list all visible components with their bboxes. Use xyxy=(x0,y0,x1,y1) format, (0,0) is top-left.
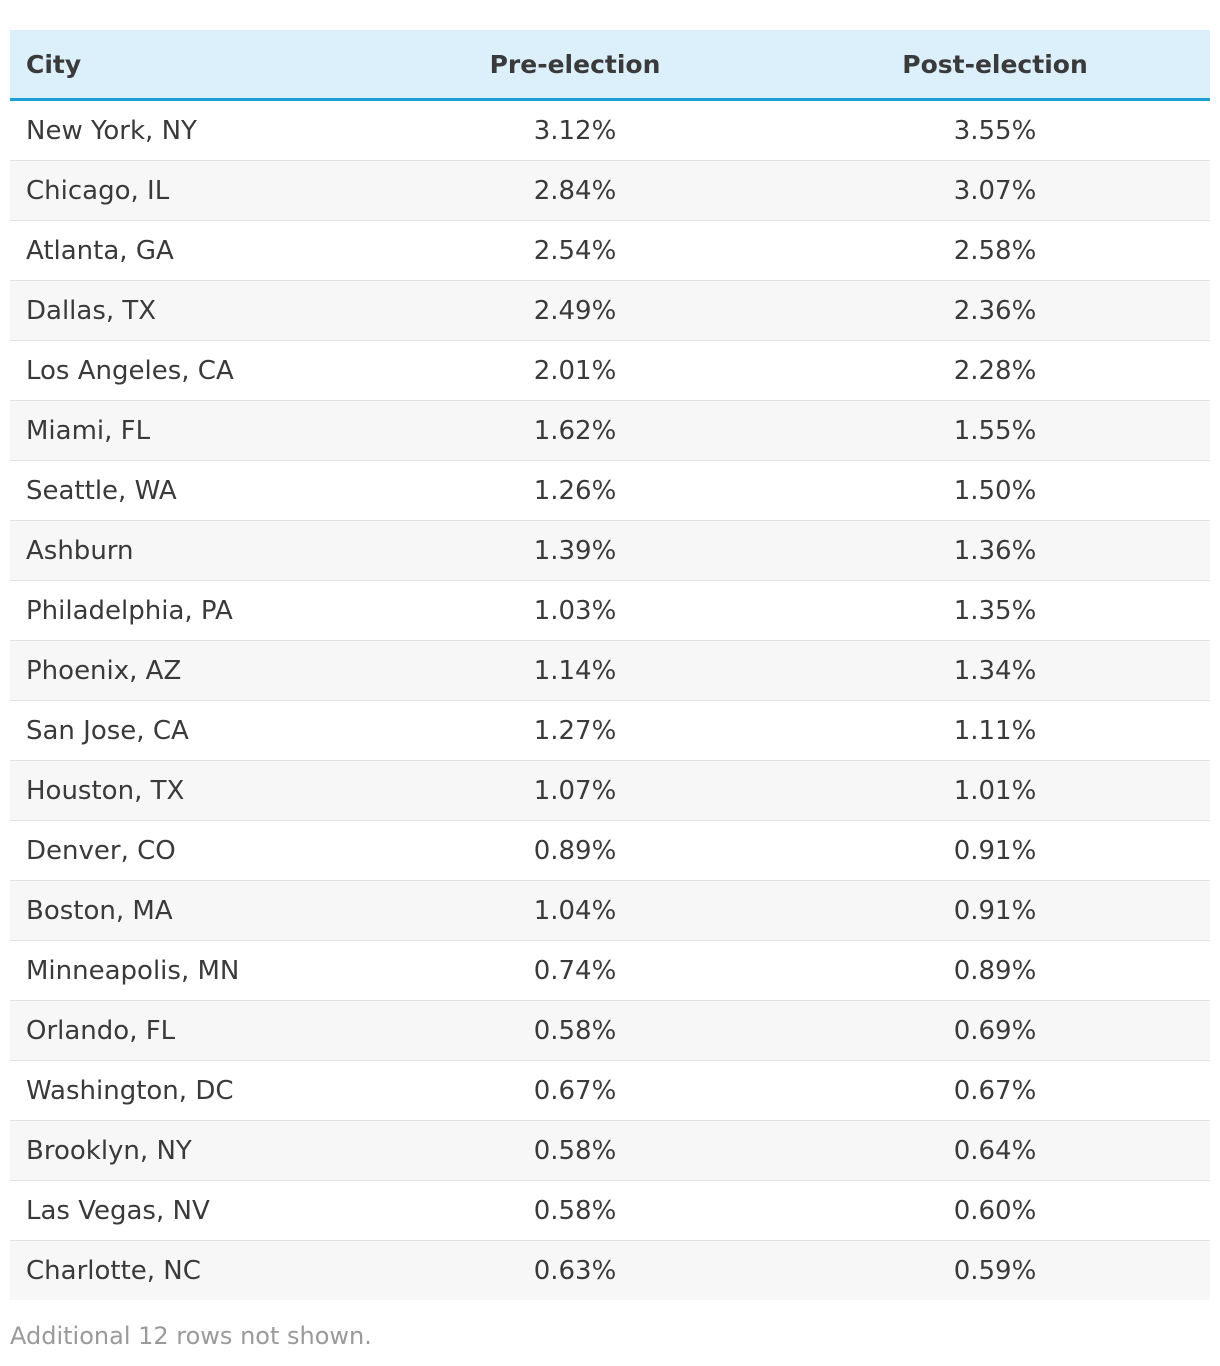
cell-post-election: 1.34% xyxy=(780,640,1210,701)
table-row: Las Vegas, NV 0.58% 0.60% xyxy=(10,1180,1210,1241)
footnote: Additional 12 rows not shown. xyxy=(10,1322,372,1350)
table-row: Seattle, WA 1.26% 1.50% xyxy=(10,460,1210,521)
cell-city: Orlando, FL xyxy=(10,1000,370,1061)
cell-pre-election: 2.49% xyxy=(370,280,780,341)
cell-post-election: 3.07% xyxy=(780,160,1210,221)
cell-pre-election: 0.74% xyxy=(370,940,780,1001)
cell-city: Phoenix, AZ xyxy=(10,640,370,701)
table-row: Miami, FL 1.62% 1.55% xyxy=(10,400,1210,461)
table-row: Phoenix, AZ 1.14% 1.34% xyxy=(10,640,1210,701)
cell-city: Boston, MA xyxy=(10,880,370,941)
cell-city: Brooklyn, NY xyxy=(10,1120,370,1181)
cell-pre-election: 0.67% xyxy=(370,1060,780,1121)
column-header-pre-election: Pre-election xyxy=(370,30,780,101)
cell-post-election: 0.59% xyxy=(780,1240,1210,1300)
cell-pre-election: 0.58% xyxy=(370,1180,780,1241)
table-row: Washington, DC 0.67% 0.67% xyxy=(10,1060,1210,1121)
table-row: Philadelphia, PA 1.03% 1.35% xyxy=(10,580,1210,641)
cell-pre-election: 3.12% xyxy=(370,99,780,161)
cell-post-election: 1.01% xyxy=(780,760,1210,821)
cell-city: Denver, CO xyxy=(10,820,370,881)
table-row: Denver, CO 0.89% 0.91% xyxy=(10,820,1210,881)
cell-post-election: 0.91% xyxy=(780,880,1210,941)
cell-city: Dallas, TX xyxy=(10,280,370,341)
table-row: Dallas, TX 2.49% 2.36% xyxy=(10,280,1210,341)
table-row: Brooklyn, NY 0.58% 0.64% xyxy=(10,1120,1210,1181)
cell-pre-election: 1.26% xyxy=(370,460,780,521)
cell-city: Charlotte, NC xyxy=(10,1240,370,1300)
cell-city: San Jose, CA xyxy=(10,700,370,761)
cell-pre-election: 0.89% xyxy=(370,820,780,881)
cell-city: Minneapolis, MN xyxy=(10,940,370,1001)
data-table-container: City Pre-election Post-election New York… xyxy=(10,30,1210,1300)
table-row: Minneapolis, MN 0.74% 0.89% xyxy=(10,940,1210,1001)
data-table: City Pre-election Post-election New York… xyxy=(10,30,1210,1300)
table-row: Houston, TX 1.07% 1.01% xyxy=(10,760,1210,821)
cell-pre-election: 1.62% xyxy=(370,400,780,461)
column-header-post-election: Post-election xyxy=(780,30,1210,101)
cell-city: New York, NY xyxy=(10,99,370,161)
cell-pre-election: 0.58% xyxy=(370,1000,780,1061)
cell-pre-election: 0.58% xyxy=(370,1120,780,1181)
cell-post-election: 1.55% xyxy=(780,400,1210,461)
table-body: New York, NY 3.12% 3.55% Chicago, IL 2.84% 3.… xyxy=(10,99,1210,1300)
cell-city: Chicago, IL xyxy=(10,160,370,221)
cell-post-election: 3.55% xyxy=(780,99,1210,161)
cell-post-election: 0.67% xyxy=(780,1060,1210,1121)
table-row: San Jose, CA 1.27% 1.11% xyxy=(10,700,1210,761)
table-row: Charlotte, NC 0.63% 0.59% xyxy=(10,1240,1210,1300)
cell-city: Seattle, WA xyxy=(10,460,370,521)
cell-city: Washington, DC xyxy=(10,1060,370,1121)
cell-post-election: 0.89% xyxy=(780,940,1210,1001)
table-row: Ashburn 1.39% 1.36% xyxy=(10,520,1210,581)
cell-city: Philadelphia, PA xyxy=(10,580,370,641)
table-header: City Pre-election Post-election xyxy=(10,30,1210,101)
table-row: Chicago, IL 2.84% 3.07% xyxy=(10,160,1210,221)
column-header-city: City xyxy=(10,30,370,101)
cell-post-election: 1.36% xyxy=(780,520,1210,581)
cell-city: Houston, TX xyxy=(10,760,370,821)
cell-city: Miami, FL xyxy=(10,400,370,461)
cell-pre-election: 1.27% xyxy=(370,700,780,761)
cell-post-election: 1.35% xyxy=(780,580,1210,641)
cell-pre-election: 1.07% xyxy=(370,760,780,821)
cell-post-election: 0.60% xyxy=(780,1180,1210,1241)
cell-post-election: 0.69% xyxy=(780,1000,1210,1061)
table-row: Orlando, FL 0.58% 0.69% xyxy=(10,1000,1210,1061)
table-row: Atlanta, GA 2.54% 2.58% xyxy=(10,220,1210,281)
cell-pre-election: 1.04% xyxy=(370,880,780,941)
cell-pre-election: 2.01% xyxy=(370,340,780,401)
cell-city: Las Vegas, NV xyxy=(10,1180,370,1241)
cell-pre-election: 2.84% xyxy=(370,160,780,221)
cell-pre-election: 1.03% xyxy=(370,580,780,641)
cell-post-election: 2.36% xyxy=(780,280,1210,341)
cell-city: Los Angeles, CA xyxy=(10,340,370,401)
cell-post-election: 0.91% xyxy=(780,820,1210,881)
cell-post-election: 1.11% xyxy=(780,700,1210,761)
cell-post-election: 2.58% xyxy=(780,220,1210,281)
cell-city: Atlanta, GA xyxy=(10,220,370,281)
cell-post-election: 2.28% xyxy=(780,340,1210,401)
cell-post-election: 1.50% xyxy=(780,460,1210,521)
cell-pre-election: 0.63% xyxy=(370,1240,780,1300)
table-row: Los Angeles, CA 2.01% 2.28% xyxy=(10,340,1210,401)
cell-pre-election: 1.14% xyxy=(370,640,780,701)
table-row: Boston, MA 1.04% 0.91% xyxy=(10,880,1210,941)
table-row: New York, NY 3.12% 3.55% xyxy=(10,99,1210,161)
cell-post-election: 0.64% xyxy=(780,1120,1210,1181)
cell-pre-election: 1.39% xyxy=(370,520,780,581)
cell-pre-election: 2.54% xyxy=(370,220,780,281)
header-row: City Pre-election Post-election xyxy=(10,30,1210,101)
cell-city: Ashburn xyxy=(10,520,370,581)
